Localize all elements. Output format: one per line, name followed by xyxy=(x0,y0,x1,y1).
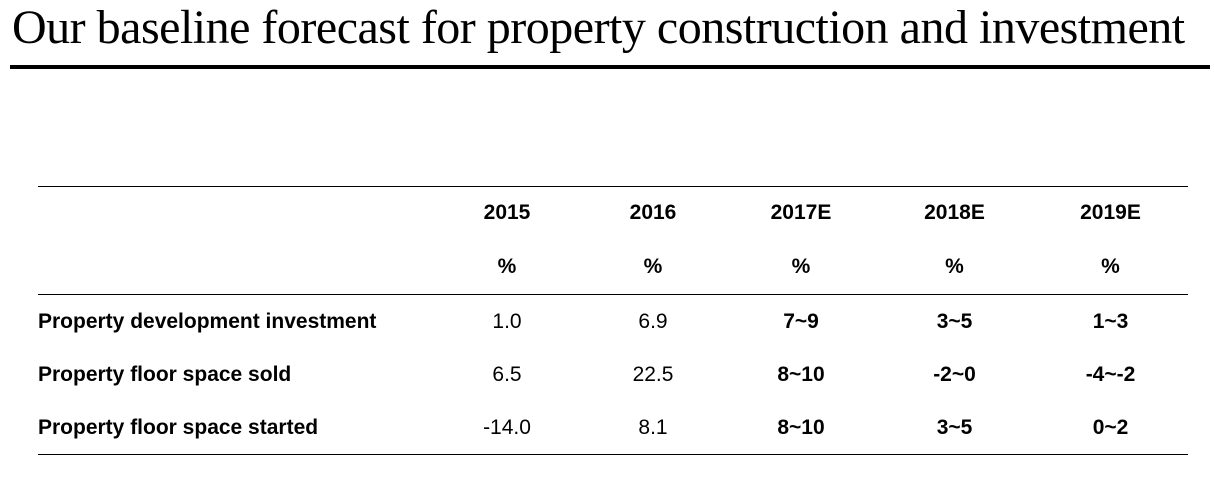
unit-header: % xyxy=(726,239,876,295)
row-label: Property floor space sold xyxy=(38,362,292,386)
table-cell: 1.0 xyxy=(492,309,522,333)
table-cell-estimate: 3~5 xyxy=(936,309,973,333)
year-header-2019e: 2019E xyxy=(1033,186,1188,239)
table-row-property-floor-space-started: Property floor space started -14.0 8.1 8… xyxy=(38,401,1188,455)
unit-header: % xyxy=(580,239,726,295)
table-cell-estimate: -4~-2 xyxy=(1085,362,1136,386)
header-label-cell xyxy=(38,186,434,239)
table-cell: -14.0 xyxy=(434,401,580,455)
header-row-units: % % % % % xyxy=(38,239,1188,295)
year-header-2017e: 2017E xyxy=(726,186,876,239)
unit-header: % xyxy=(1033,239,1188,295)
unit-header: % xyxy=(876,239,1033,295)
table-row-property-development-investment: Property development investment 1.0 6.9 … xyxy=(38,295,1188,349)
table-cell-estimate: 8~10 xyxy=(777,362,825,386)
table-cell: 6.9 xyxy=(638,309,668,333)
forecast-table: 2015 2016 2017E 2018E 2019E % % % % % Pr… xyxy=(38,186,1188,455)
table-cell: 22.5 xyxy=(632,362,674,386)
table-cell-estimate: 7~9 xyxy=(783,309,819,333)
units-label-cell xyxy=(38,239,434,295)
table-cell-estimate: 8~10 xyxy=(726,401,876,455)
table-cell-estimate: 3~5 xyxy=(876,401,1033,455)
page-title: Our baseline forecast for property const… xyxy=(12,1,1185,54)
year-header-2016: 2016 xyxy=(580,186,726,239)
row-label: Property development investment xyxy=(38,309,377,333)
unit-header: % xyxy=(434,239,580,295)
table-cell-estimate: 0~2 xyxy=(1033,401,1188,455)
table-cell-estimate: -2~0 xyxy=(933,362,976,386)
row-label: Property floor space started xyxy=(38,401,434,455)
table-cell-estimate: 1~3 xyxy=(1092,309,1129,333)
year-header-2015: 2015 xyxy=(434,186,580,239)
table-cell: 8.1 xyxy=(580,401,726,455)
year-header-2018e: 2018E xyxy=(876,186,1033,239)
title-divider xyxy=(10,65,1210,69)
table-cell: 6.5 xyxy=(492,362,522,386)
table-row-property-floor-space-sold: Property floor space sold 6.5 22.5 8~10 … xyxy=(38,348,1188,401)
header-row-years: 2015 2016 2017E 2018E 2019E xyxy=(38,186,1188,239)
